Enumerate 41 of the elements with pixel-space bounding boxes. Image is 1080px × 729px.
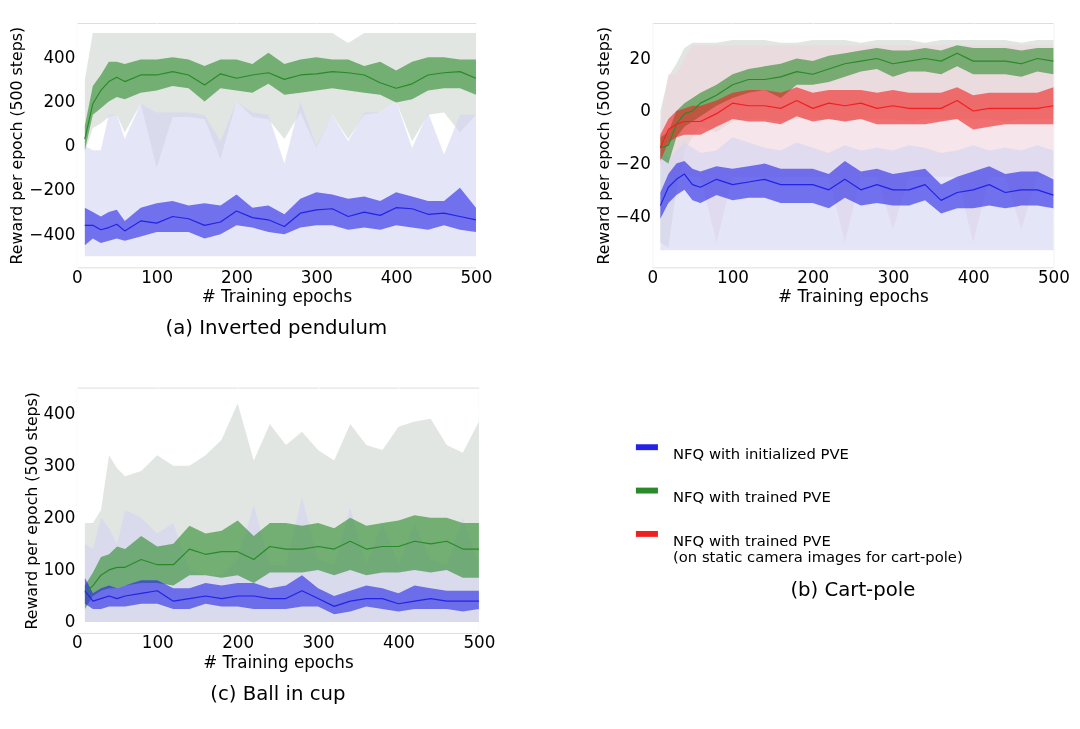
x-tick-label: 300 bbox=[302, 632, 335, 653]
y-tick-label: −200 bbox=[29, 179, 76, 200]
x-tick-label: 400 bbox=[380, 266, 413, 287]
x-tick-label: 200 bbox=[221, 266, 253, 287]
x-tick-label: 100 bbox=[717, 266, 750, 287]
y-tick-label: 400 bbox=[43, 46, 76, 67]
x-tick-label: 400 bbox=[957, 266, 990, 287]
x-tick-label: 500 bbox=[1037, 266, 1070, 287]
y-axis-title: Reward per epoch (500 steps) bbox=[21, 392, 41, 630]
y-tick-label: 0 bbox=[640, 100, 651, 121]
x-tick-label: 100 bbox=[141, 632, 174, 653]
y-tick-label: 0 bbox=[64, 135, 76, 156]
x-tick-label: 200 bbox=[222, 632, 255, 653]
text: (c) Ball in cup bbox=[210, 681, 346, 705]
x-tick-label: 500 bbox=[460, 266, 493, 287]
text: (b) Cart-pole bbox=[790, 577, 916, 601]
y-tick-label: 400 bbox=[43, 403, 76, 424]
x-axis-title: # Training epochs bbox=[778, 286, 929, 307]
y-axis-title: Reward per epoch (500 steps) bbox=[593, 26, 613, 265]
y-tick-label: 200 bbox=[43, 90, 76, 111]
legend-label: NFQ with initialized PVE bbox=[673, 445, 849, 463]
legend-label: NFQ with trained PVE (on static camera images for cart-pole) bbox=[673, 531, 963, 566]
x-tick-label: 100 bbox=[141, 266, 174, 287]
x-tick-label: 300 bbox=[877, 266, 910, 287]
x-tick-label: 200 bbox=[797, 266, 830, 287]
y-tick-label: −20 bbox=[615, 153, 651, 173]
y-tick-label: −400 bbox=[29, 223, 76, 244]
x-tick-label: 500 bbox=[463, 632, 496, 653]
y-tick-label: 0 bbox=[64, 611, 76, 632]
y-tick-label: 20 bbox=[629, 47, 651, 68]
y-tick-label: 300 bbox=[43, 455, 76, 476]
y-tick-label: 100 bbox=[43, 559, 76, 580]
x-tick-label: 300 bbox=[300, 266, 333, 287]
y-axis-title: Reward per epoch (500 steps) bbox=[7, 26, 27, 265]
text: (a) Inverted pendulum bbox=[165, 316, 388, 340]
y-tick-label: 200 bbox=[43, 507, 76, 528]
x-axis-title: # Training epochs bbox=[203, 651, 354, 672]
x-axis-title: # Training epochs bbox=[201, 286, 353, 307]
y-tick-label: −40 bbox=[615, 205, 651, 226]
x-tick-label: 400 bbox=[383, 632, 415, 653]
legend-label: NFQ with trained PVE bbox=[673, 488, 831, 506]
